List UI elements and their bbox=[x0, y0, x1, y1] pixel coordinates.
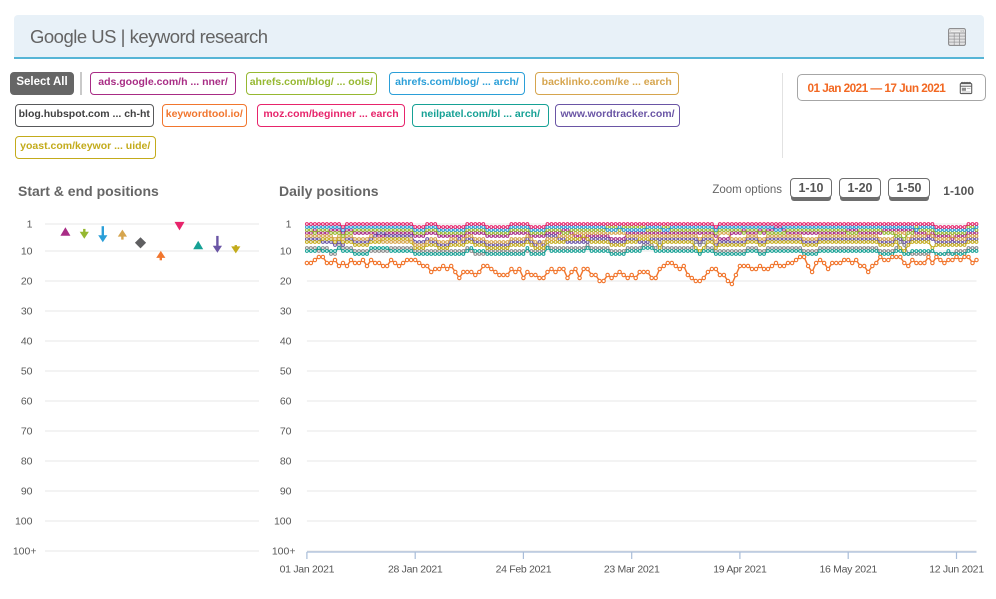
svg-text:40: 40 bbox=[21, 336, 33, 348]
svg-text:100+: 100+ bbox=[13, 546, 37, 558]
svg-text:12 Jun 2021: 12 Jun 2021 bbox=[929, 564, 984, 576]
svg-text:80: 80 bbox=[21, 456, 33, 468]
svg-text:19 Apr 2021: 19 Apr 2021 bbox=[713, 564, 767, 576]
svg-text:60: 60 bbox=[21, 396, 33, 408]
svg-text:100: 100 bbox=[15, 516, 33, 528]
svg-text:70: 70 bbox=[280, 426, 292, 438]
svg-text:60: 60 bbox=[280, 396, 292, 408]
svg-text:10: 10 bbox=[280, 246, 292, 258]
svg-text:20: 20 bbox=[280, 276, 292, 288]
svg-text:1: 1 bbox=[286, 219, 292, 231]
svg-text:01 Jan 2021: 01 Jan 2021 bbox=[280, 564, 335, 576]
svg-text:24 Feb 2021: 24 Feb 2021 bbox=[496, 564, 552, 576]
svg-text:50: 50 bbox=[280, 366, 292, 378]
svg-text:1: 1 bbox=[27, 219, 33, 231]
svg-text:30: 30 bbox=[280, 306, 292, 318]
svg-text:90: 90 bbox=[280, 486, 292, 498]
svg-text:90: 90 bbox=[21, 486, 33, 498]
svg-text:80: 80 bbox=[280, 456, 292, 468]
svg-text:50: 50 bbox=[21, 366, 33, 378]
svg-text:10: 10 bbox=[21, 246, 33, 258]
svg-text:100: 100 bbox=[274, 516, 292, 528]
svg-text:70: 70 bbox=[21, 426, 33, 438]
svg-text:20: 20 bbox=[21, 276, 33, 288]
svg-text:16 May 2021: 16 May 2021 bbox=[819, 564, 877, 576]
svg-text:30: 30 bbox=[21, 306, 33, 318]
svg-text:23 Mar 2021: 23 Mar 2021 bbox=[604, 564, 660, 576]
svg-text:28 Jan 2021: 28 Jan 2021 bbox=[388, 564, 443, 576]
svg-text:100+: 100+ bbox=[272, 546, 296, 558]
svg-text:40: 40 bbox=[280, 336, 292, 348]
